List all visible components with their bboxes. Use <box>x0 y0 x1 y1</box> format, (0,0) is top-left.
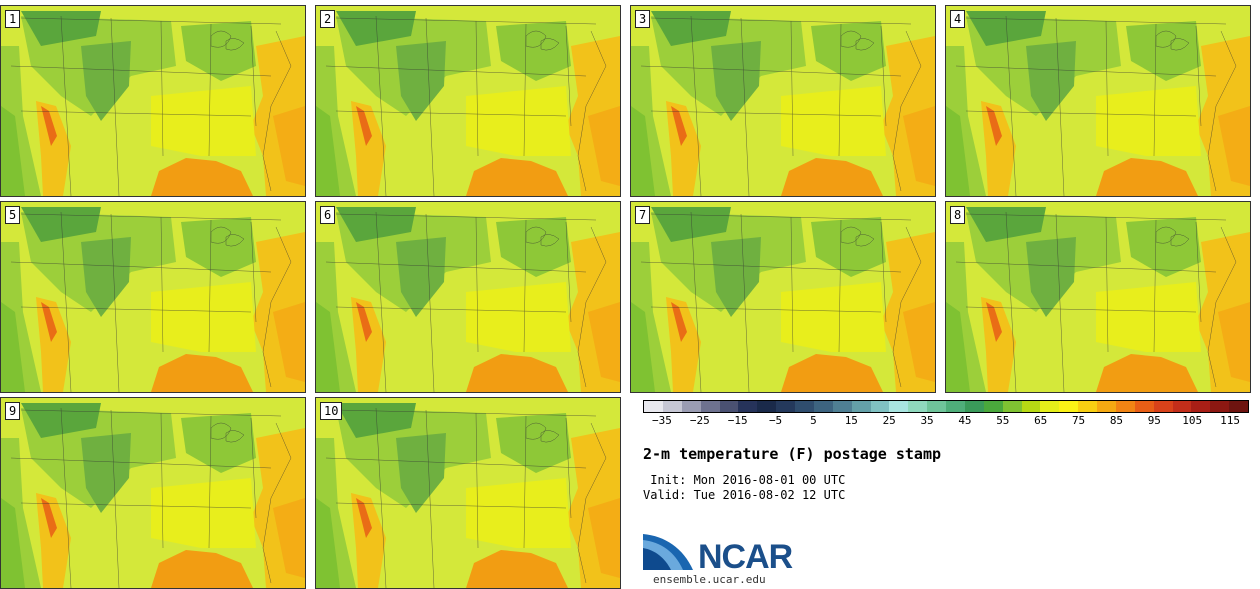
colorbar-segment <box>1059 401 1079 412</box>
colorbar-segment <box>662 401 682 412</box>
init-time: Init: Mon 2016-08-01 00 UTC <box>643 473 846 487</box>
colorbar-tick-label: −35 <box>652 414 672 427</box>
panel-label: 3 <box>635 10 651 28</box>
colorbar-segment <box>908 401 928 412</box>
temperature-map <box>316 398 620 588</box>
ncar-logo-icon <box>643 534 693 570</box>
temperature-map <box>1 202 305 392</box>
colorbar-segment <box>1210 401 1230 412</box>
colorbar-tick-label: 55 <box>996 414 1010 427</box>
colorbar-tick-label: 85 <box>1109 414 1124 427</box>
colorbar-tick-label: 115 <box>1220 414 1240 427</box>
panel-label: 6 <box>320 206 336 224</box>
panel-label: 2 <box>320 10 336 28</box>
map-panel-6: 6 <box>315 201 621 393</box>
colorbar-segment <box>1172 401 1192 412</box>
map-panel-4: 4 <box>945 5 1251 197</box>
temperature-map <box>316 6 620 196</box>
map-panel-7: 7 <box>630 201 936 393</box>
colorbar-tick-label: 75 <box>1071 414 1086 427</box>
site-url: ensemble.ucar.edu <box>653 573 766 586</box>
colorbar-tick-label: 45 <box>958 414 972 427</box>
map-panel-5: 5 <box>0 201 306 393</box>
colorbar-tick-label: −15 <box>727 414 748 427</box>
map-panel-9: 9 <box>0 397 306 589</box>
colorbar-segment <box>813 401 833 412</box>
colorbar-segment <box>832 401 852 412</box>
panel-label: 4 <box>950 10 966 28</box>
colorbar-segment <box>757 401 777 412</box>
valid-time: Valid: Tue 2016-08-02 12 UTC <box>643 488 846 502</box>
colorbar-segment <box>1040 401 1060 412</box>
panel-label: 10 <box>320 402 343 420</box>
colorbar-tick-label: 15 <box>844 414 858 427</box>
map-panel-10: 10 <box>315 397 621 589</box>
plot-title: 2-m temperature (F) postage stamp <box>643 445 942 463</box>
colorbar-segment <box>870 401 890 412</box>
colorbar-segment <box>738 401 758 412</box>
map-panel-2: 2 <box>315 5 621 197</box>
colorbar-segment <box>1153 401 1173 412</box>
logo-wordmark: NCAR <box>698 538 793 576</box>
colorbar-segment <box>1191 401 1211 412</box>
map-panel-8: 8 <box>945 201 1251 393</box>
colorbar-segment <box>964 401 984 412</box>
colorbar-tick-label: 35 <box>920 414 934 427</box>
colorbar-segment <box>1021 401 1041 412</box>
colorbar-segment <box>1115 401 1135 412</box>
colorbar-tick-label: −25 <box>689 414 710 427</box>
temperature-map <box>1 398 305 588</box>
colorbar-segment <box>700 401 720 412</box>
panel-label: 1 <box>5 10 21 28</box>
colorbar-segment <box>1002 401 1022 412</box>
colorbar-ticks: −35 −25 −15 −5 5 15 25 35 45 55 65 75 85 95 105 115 <box>643 414 1249 428</box>
colorbar-segment <box>776 401 795 412</box>
colorbar-segment <box>681 401 701 412</box>
colorbar-tick-label: 25 <box>882 414 896 427</box>
colorbar-tick-label: 105 <box>1182 414 1203 427</box>
temperature-map <box>946 202 1250 392</box>
colorbar-segment <box>1097 401 1116 412</box>
temperature-map <box>1 6 305 196</box>
panel-label: 8 <box>950 206 966 224</box>
temperature-map <box>631 6 935 196</box>
colorbar-segment <box>851 401 871 412</box>
colorbar-tick-label: 5 <box>810 414 817 427</box>
colorbar-tick-label: 65 <box>1034 414 1048 427</box>
colorbar-tick-label: 95 <box>1147 414 1161 427</box>
colorbar-segment <box>946 401 965 412</box>
colorbar-segment <box>719 401 739 412</box>
temperature-map <box>946 6 1250 196</box>
panel-label: 9 <box>5 402 21 420</box>
panel-label: 5 <box>5 206 21 224</box>
colorbar-segment <box>889 401 909 412</box>
colorbar-segment <box>1078 401 1097 412</box>
colorbar-segment <box>983 401 1003 412</box>
panel-label: 7 <box>635 206 651 224</box>
colorbar-segment <box>795 401 814 412</box>
map-panel-3: 3 <box>630 5 936 197</box>
colorbar-segment <box>1134 401 1154 412</box>
colorbar <box>643 400 1249 413</box>
map-panel-1: 1 <box>0 5 306 197</box>
temperature-map <box>631 202 935 392</box>
colorbar-segment <box>1229 401 1248 412</box>
colorbar-segment <box>644 401 663 412</box>
temperature-map <box>316 202 620 392</box>
colorbar-tick-label: −5 <box>768 414 783 427</box>
colorbar-segment <box>927 401 946 412</box>
